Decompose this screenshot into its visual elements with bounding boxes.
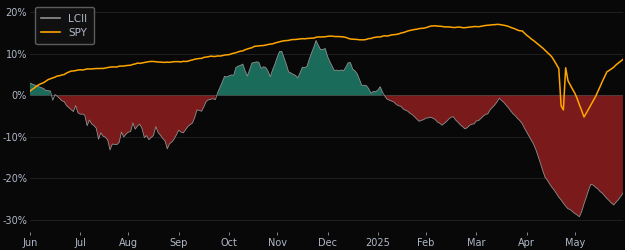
Legend: LCII, SPY: LCII, SPY	[35, 7, 94, 44]
